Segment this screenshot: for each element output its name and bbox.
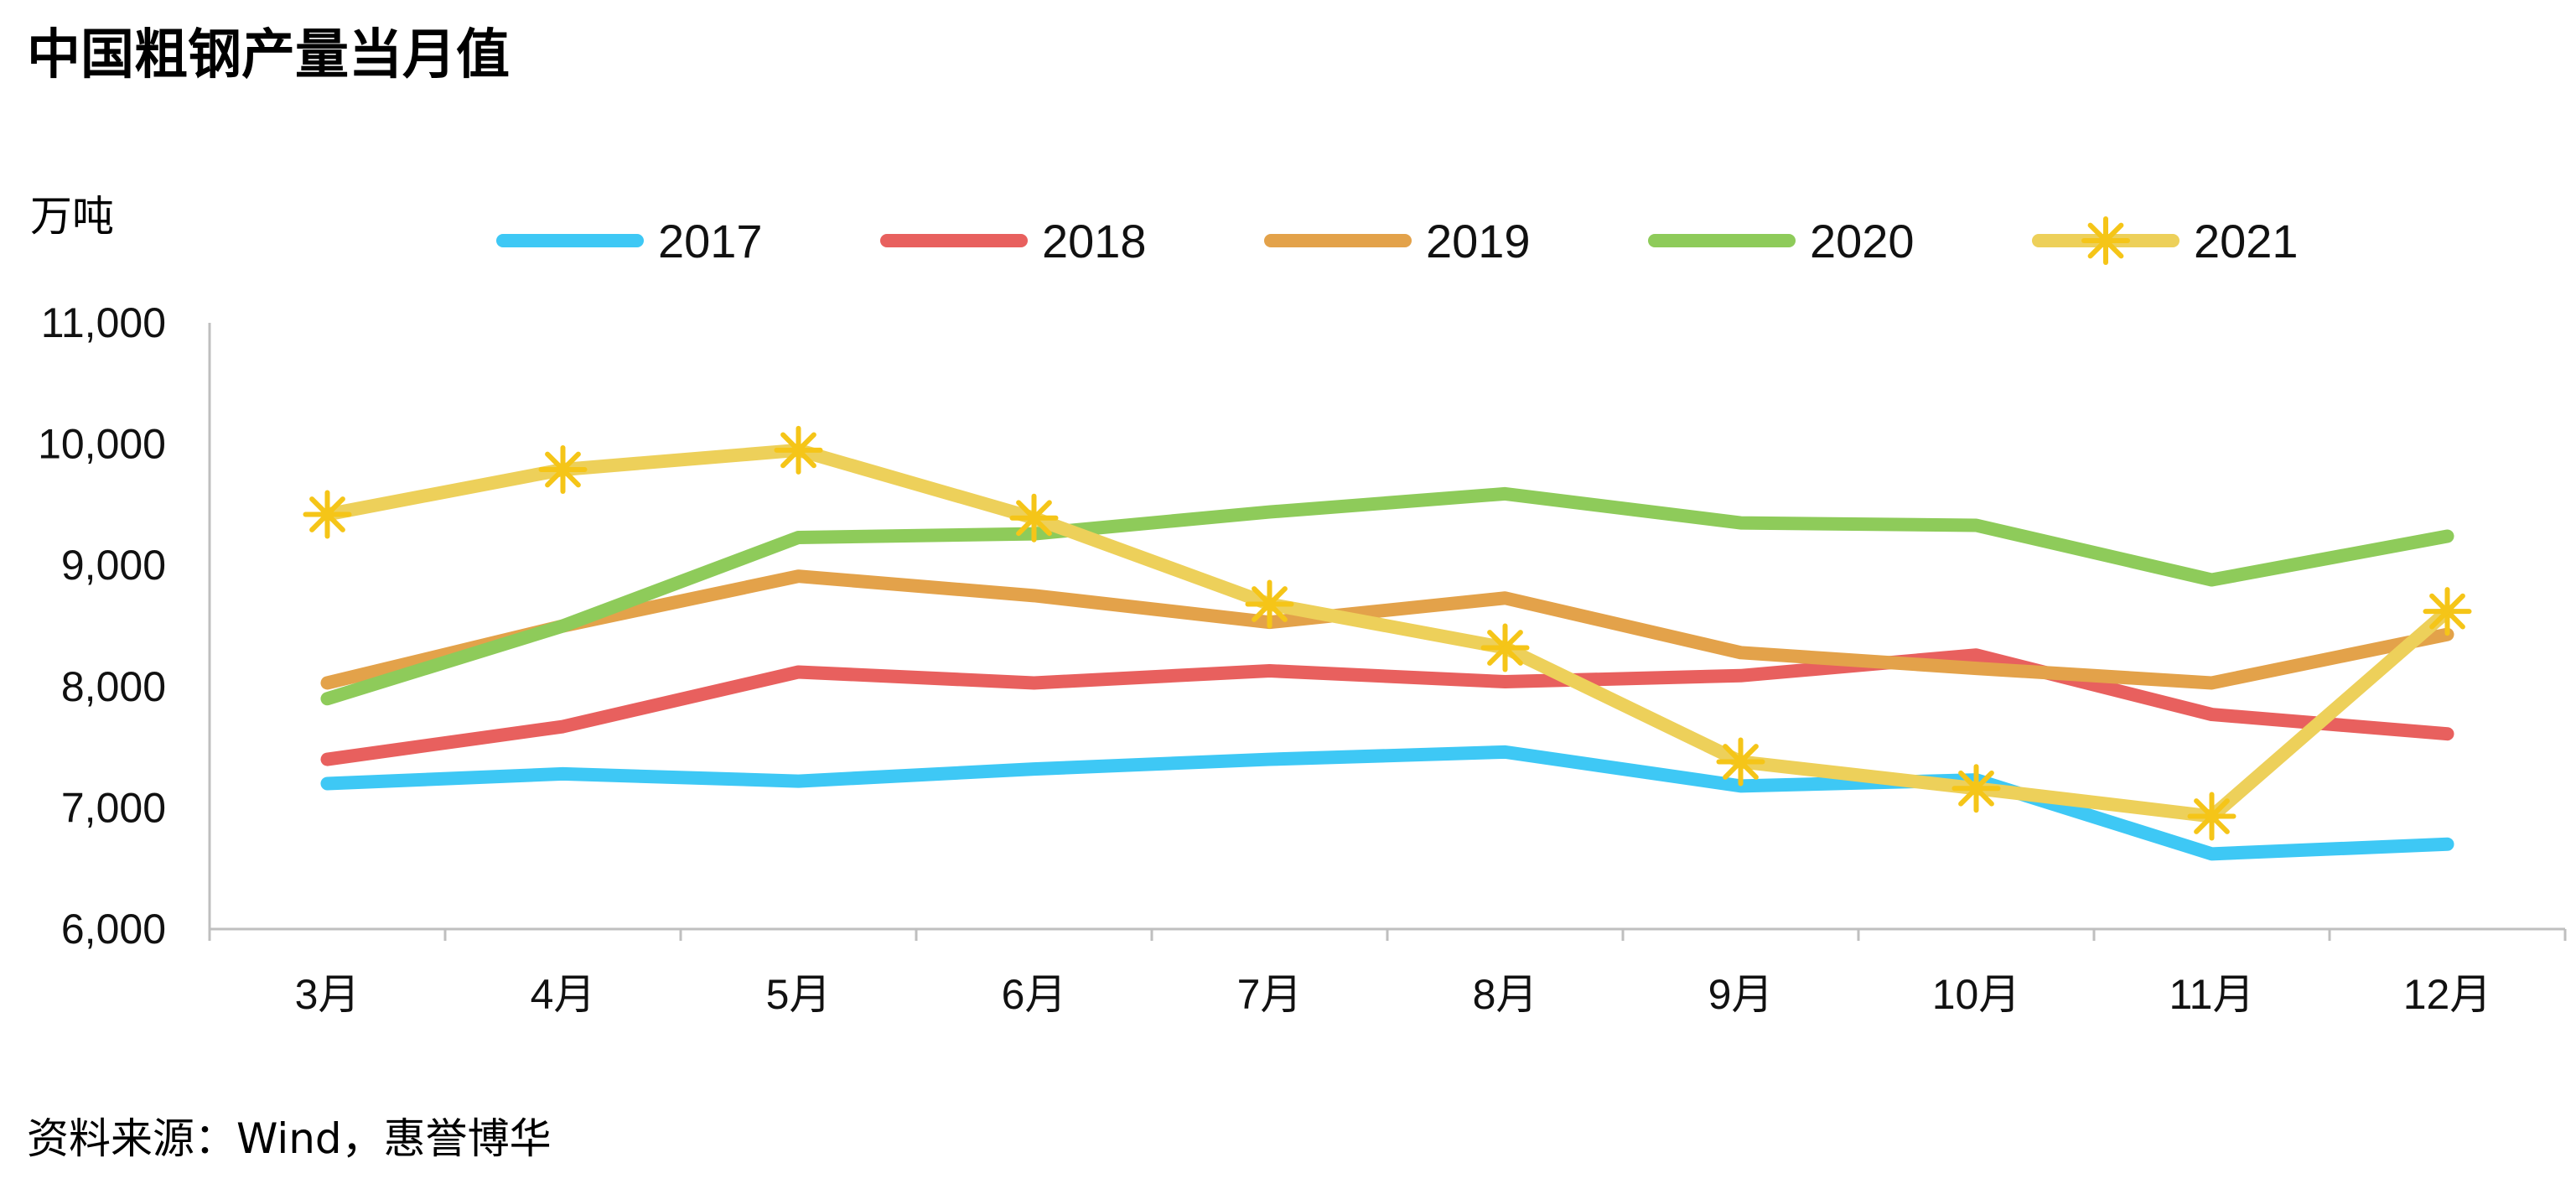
data-point-marker [1716,737,1765,787]
series-line [320,648,2454,766]
legend-label: 2021 [2194,215,2299,267]
legend-item-2021: 2021 [2032,215,2299,267]
series-2019 [320,569,2454,690]
data-point-marker [2081,216,2130,265]
series-2020 [320,486,2454,706]
series-2021 [303,425,2472,841]
x-tick-label: 9月 [1708,971,1774,1018]
y-tick-label: 8,000 [61,663,166,710]
x-tick-label: 4月 [531,971,596,1018]
y-tick-label: 7,000 [61,784,166,831]
data-point-marker [1245,579,1294,629]
series-line [320,745,2454,861]
x-tick-label: 8月 [1473,971,1538,1018]
series-line [320,486,2454,706]
legend-label: 2018 [1042,215,1147,267]
x-tick-label: 7月 [1237,971,1303,1018]
source-note: 资料来源：Wind，惠誉博华 [27,1114,552,1163]
data-point-marker [774,425,823,475]
y-tick-label: 10,000 [38,421,166,468]
legend-item-2020: 2020 [1648,215,1915,267]
data-point-marker [303,490,352,539]
series-2017 [320,745,2454,861]
plot-area [303,425,2472,861]
legend-item-2019: 2019 [1264,215,1531,267]
x-tick-label: 12月 [2403,971,2492,1018]
y-axis-unit-label: 万吨 [30,192,114,241]
y-tick-label: 6,000 [61,906,166,953]
x-tick-label: 6月 [1002,971,1067,1018]
y-tick-label: 9,000 [61,542,166,589]
series-2018 [320,648,2454,766]
x-tick-label: 3月 [295,971,360,1018]
y-tick-label: 11,000 [41,299,166,346]
data-point-marker [1951,764,2001,813]
x-tick-label: 10月 [1932,971,2021,1018]
legend-label: 2017 [658,215,763,267]
data-point-marker [1480,623,1530,672]
legend-label: 2019 [1426,215,1531,267]
x-tick-label: 11月 [2169,971,2255,1018]
legend-label: 2020 [1810,215,1915,267]
axes: 6,000 7,000 8,000 9,000 10,000 11,000 3月 4月 5月 6月… [38,299,2567,1018]
data-point-marker [2423,587,2472,636]
series-line [320,569,2454,690]
chart-title: 中国粗钢产量当月值 [27,23,510,86]
data-point-marker [538,444,588,494]
legend-item-2017: 2017 [496,215,763,267]
data-point-marker [1009,493,1059,543]
data-point-marker [2187,792,2237,841]
legend: 2017 2018 2019 2020 2021 [496,215,2299,267]
series-line [320,443,2454,823]
x-tick-label: 5月 [766,971,832,1018]
legend-item-2018: 2018 [880,215,1147,267]
